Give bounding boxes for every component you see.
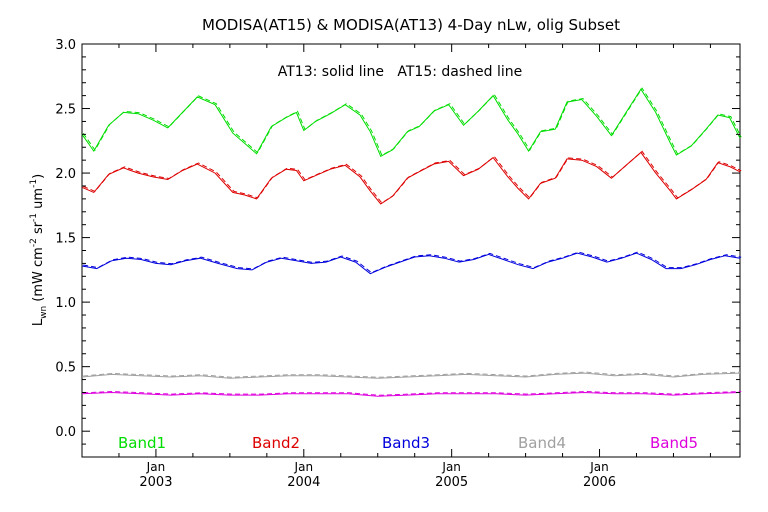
y-axis-label-subscript: wn xyxy=(39,306,49,319)
x-tick-year-1: 2004 xyxy=(287,475,320,490)
series-band5-solid-line xyxy=(81,391,741,397)
y-axis-label-base: L xyxy=(31,318,46,326)
y-axis-label-sup3: -1 xyxy=(29,179,39,188)
y-axis-label: Lwn (mW cm-2 sr-1 um-1) xyxy=(29,174,49,326)
line-style-annotation: AT13: solid line AT15: dashed line xyxy=(278,64,523,80)
x-tick-month-1: Jan xyxy=(294,460,314,474)
series-band5-dashed-line xyxy=(83,390,742,396)
legend-band4: Band4 xyxy=(518,434,566,452)
y-tick-label-0: 0.0 xyxy=(55,425,76,440)
x-tick-year-0: 2003 xyxy=(139,475,172,490)
y-tick-label-2: 1.0 xyxy=(55,296,76,311)
x-tick-month-3: Jan xyxy=(589,460,609,474)
y-tick-label-5: 2.5 xyxy=(55,103,76,118)
y-axis-label-part1: (mW cm xyxy=(31,247,46,306)
legend-band2: Band2 xyxy=(252,434,300,452)
y-tick-label-1: 0.5 xyxy=(55,361,76,376)
y-axis-label-sup1: -2 xyxy=(29,238,39,247)
series-band3-dashed-line xyxy=(83,251,742,274)
y-axis-label-part4: ) xyxy=(31,174,46,179)
plot-area xyxy=(81,43,741,458)
legend: Band1 Band2 Band3 Band4 Band5 xyxy=(118,434,698,452)
axes-layer: 0.00.51.01.52.02.53.0Jan2003Jan2004Jan20… xyxy=(55,38,740,490)
series-band4-dashed-line xyxy=(83,371,742,378)
legend-band5: Band5 xyxy=(650,434,698,452)
series-band2-dashed-line xyxy=(83,150,742,204)
legend-band1: Band1 xyxy=(118,434,166,452)
series-band4-solid-line xyxy=(81,372,741,379)
chart-title: MODISA(AT15) & MODISA(AT13) 4-Day nLw, o… xyxy=(202,16,620,34)
series-band3-solid-line xyxy=(81,252,741,275)
y-axis-label-sup2: -1 xyxy=(29,213,39,222)
y-axis-label-part2: sr xyxy=(31,221,46,238)
x-tick-year-2: 2005 xyxy=(435,475,468,490)
y-axis-label-part3: um xyxy=(31,188,46,213)
y-tick-label-4: 2.0 xyxy=(55,167,76,182)
series-layer xyxy=(81,87,742,397)
y-tick-label-6: 3.0 xyxy=(55,38,76,53)
y-tick-label-3: 1.5 xyxy=(55,232,76,247)
series-band1-dashed-line xyxy=(82,87,742,157)
x-tick-month-0: Jan xyxy=(146,460,166,474)
x-tick-year-3: 2006 xyxy=(583,475,616,490)
x-tick-month-2: Jan xyxy=(441,460,461,474)
legend-band3: Band3 xyxy=(382,434,430,452)
plot-frame xyxy=(81,43,741,458)
